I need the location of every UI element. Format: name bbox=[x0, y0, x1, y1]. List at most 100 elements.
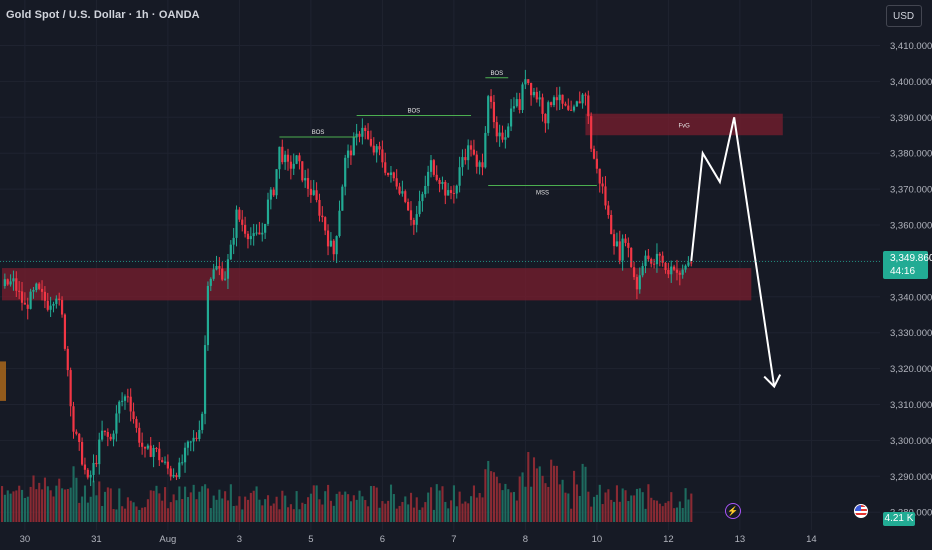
volume-bar bbox=[12, 491, 15, 522]
volume-bar bbox=[158, 493, 161, 522]
volume-bar bbox=[355, 499, 358, 522]
volume-bar bbox=[464, 501, 467, 522]
candle-body bbox=[138, 427, 141, 443]
candle-body bbox=[504, 137, 507, 140]
candle-body bbox=[255, 232, 258, 234]
bar-countdown: 44:16 bbox=[890, 266, 916, 277]
us-flag-icon[interactable] bbox=[854, 504, 868, 518]
candle-body bbox=[232, 237, 235, 245]
candle-body bbox=[181, 462, 184, 464]
volume-bar bbox=[1, 486, 4, 522]
candle-body bbox=[392, 172, 395, 179]
candle-body bbox=[332, 240, 335, 255]
volume-bar bbox=[358, 490, 361, 522]
candle-body bbox=[46, 300, 49, 310]
volume-bar bbox=[527, 452, 530, 522]
volume-bar bbox=[601, 504, 604, 522]
volume-bar bbox=[21, 489, 24, 522]
candle-body bbox=[381, 149, 384, 163]
candle-body bbox=[15, 278, 18, 291]
candle-body bbox=[155, 448, 158, 450]
candle-body bbox=[321, 215, 324, 218]
volume-bar bbox=[289, 504, 292, 522]
candle-body bbox=[335, 236, 338, 255]
candle-body bbox=[610, 215, 613, 235]
candle-body bbox=[286, 154, 290, 162]
candle-body bbox=[186, 441, 189, 448]
volume-bar bbox=[598, 484, 601, 522]
candle-body bbox=[109, 436, 112, 440]
volume-bar bbox=[226, 500, 230, 522]
volume-bar bbox=[121, 506, 124, 522]
candle-body bbox=[501, 132, 504, 140]
candle-body bbox=[146, 445, 149, 449]
candle-body bbox=[424, 185, 427, 195]
candle-body bbox=[372, 145, 375, 153]
currency-button[interactable]: USD bbox=[886, 5, 922, 27]
volume-bar bbox=[555, 465, 558, 522]
volume-bar bbox=[610, 499, 613, 522]
volume-bar bbox=[621, 488, 624, 522]
support-zone bbox=[2, 268, 752, 301]
volume-bar bbox=[381, 501, 384, 522]
volume-bar bbox=[550, 459, 553, 522]
candle-body bbox=[249, 236, 252, 240]
candle-body bbox=[621, 238, 624, 261]
candle-body bbox=[458, 167, 461, 186]
candle-body bbox=[169, 468, 172, 477]
candle-body bbox=[278, 146, 281, 170]
candle-body bbox=[258, 232, 261, 235]
candle-body bbox=[404, 191, 407, 202]
candle-body bbox=[58, 298, 61, 301]
candle-body bbox=[687, 262, 690, 266]
candle-body bbox=[401, 191, 404, 194]
candle-body bbox=[80, 441, 84, 465]
volume-bar bbox=[378, 507, 381, 522]
structure-label: BOS bbox=[490, 71, 503, 77]
candle-body bbox=[498, 132, 501, 137]
candle-body bbox=[632, 267, 636, 278]
volume-bar bbox=[126, 497, 129, 522]
volume-bar bbox=[178, 486, 181, 522]
volume-bar bbox=[101, 505, 104, 522]
volume-bar bbox=[15, 490, 18, 522]
candle-body bbox=[581, 94, 584, 104]
candle-body bbox=[324, 217, 327, 231]
candle-body bbox=[592, 148, 596, 159]
volume-bar bbox=[635, 488, 639, 522]
candle-body bbox=[301, 161, 304, 181]
volume-bar bbox=[35, 489, 38, 522]
candle-body bbox=[567, 105, 570, 110]
volume-bar bbox=[495, 476, 498, 522]
candle-body bbox=[512, 106, 516, 109]
volume-bar bbox=[655, 500, 659, 522]
candle-body bbox=[444, 181, 447, 196]
time-axis-label: 7 bbox=[451, 534, 456, 545]
candle-body bbox=[673, 266, 676, 270]
volume-bar bbox=[255, 486, 258, 522]
volume-bar bbox=[587, 491, 590, 522]
candle-body bbox=[163, 461, 167, 463]
candle-body bbox=[481, 162, 484, 168]
volume-bar bbox=[492, 472, 496, 522]
volume-bar bbox=[69, 487, 72, 522]
volume-bar bbox=[450, 500, 453, 522]
volume-bar bbox=[229, 484, 232, 522]
candle-body bbox=[244, 224, 247, 234]
candle-body bbox=[518, 99, 521, 110]
structure-label: MSS bbox=[536, 191, 549, 197]
volume-bar bbox=[498, 483, 501, 522]
volume-bar bbox=[415, 497, 418, 522]
volume-bar bbox=[261, 505, 264, 522]
time-axis-label: 5 bbox=[308, 534, 313, 545]
candle-body bbox=[690, 262, 693, 264]
volume-bar bbox=[341, 494, 344, 522]
candle-body bbox=[132, 411, 135, 420]
candle-body bbox=[607, 205, 610, 216]
candle-body bbox=[198, 429, 201, 439]
flash-icon[interactable]: ⚡ bbox=[725, 503, 741, 519]
candle-body bbox=[18, 290, 21, 292]
volume-bar bbox=[161, 500, 164, 522]
volume-bar bbox=[6, 490, 9, 522]
